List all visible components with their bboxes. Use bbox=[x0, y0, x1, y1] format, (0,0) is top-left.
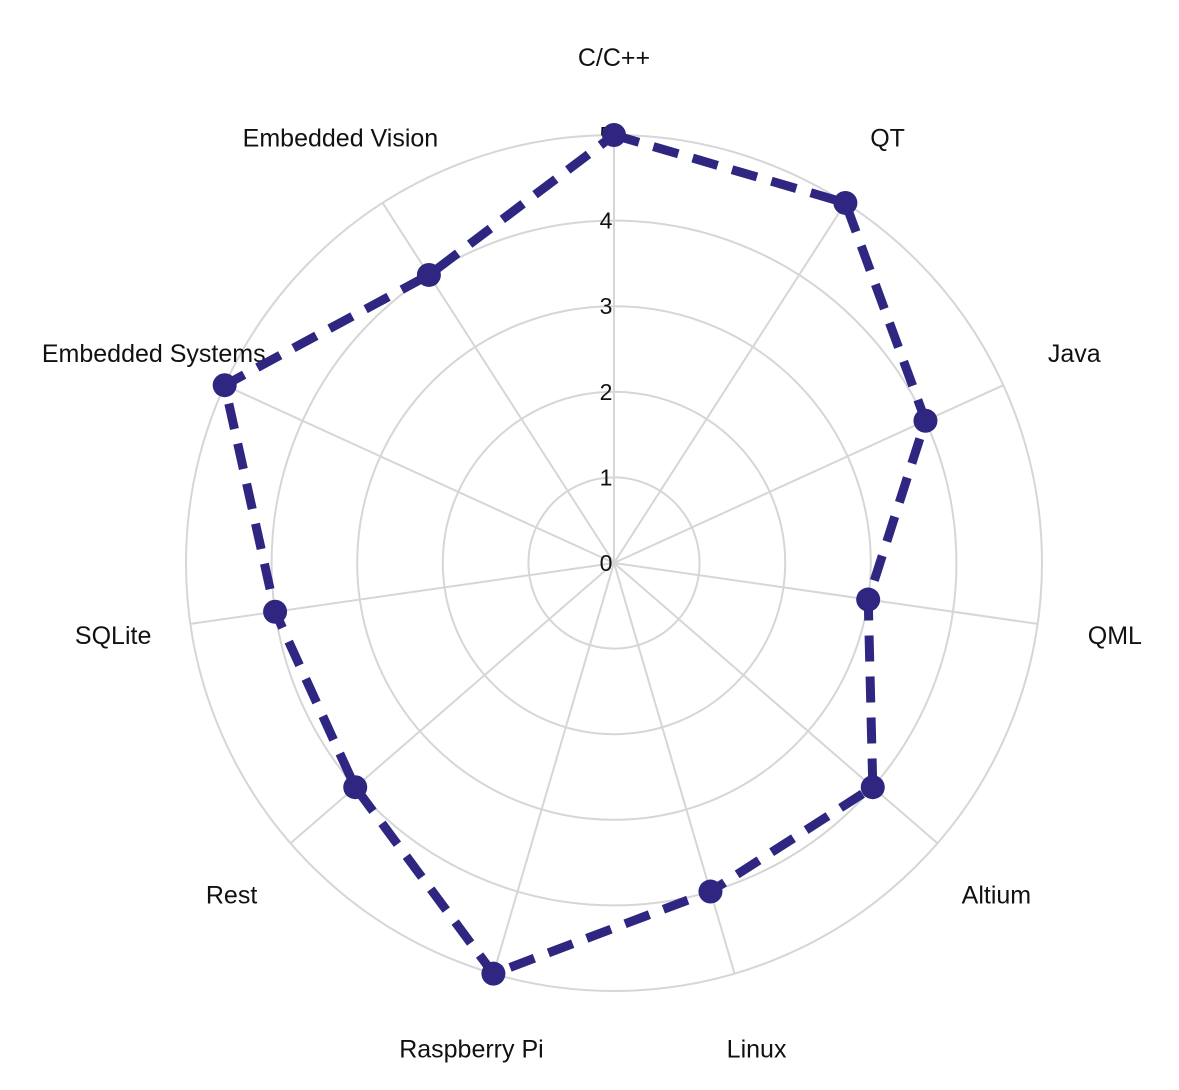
category-label: Java bbox=[1048, 340, 1101, 368]
tick-label: 4 bbox=[600, 208, 613, 234]
spoke-line bbox=[613, 562, 736, 974]
spoke-line bbox=[381, 202, 615, 564]
tick-label: 0 bbox=[600, 550, 613, 576]
tick-labels: 012345 bbox=[600, 122, 613, 576]
spoke-line bbox=[613, 562, 1038, 625]
data-point bbox=[856, 587, 881, 612]
data-point bbox=[343, 775, 368, 800]
category-label: SQLite bbox=[75, 622, 151, 650]
data-point bbox=[263, 599, 288, 624]
data-point bbox=[212, 373, 237, 398]
spoke-line bbox=[613, 202, 847, 564]
category-label: Altium bbox=[962, 881, 1031, 909]
series-layer bbox=[212, 123, 938, 986]
category-label: Embedded Vision bbox=[243, 124, 439, 152]
data-point bbox=[698, 879, 723, 904]
category-label: QML bbox=[1088, 622, 1142, 650]
category-label: C/C++ bbox=[578, 44, 650, 72]
spoke-layer bbox=[190, 135, 1038, 974]
category-label: Embedded Systems bbox=[42, 340, 266, 368]
category-label: Linux bbox=[727, 1036, 787, 1064]
series-line bbox=[220, 130, 930, 979]
category-label: Rest bbox=[206, 881, 257, 909]
tick-label: 3 bbox=[600, 293, 613, 319]
spoke-line bbox=[224, 384, 615, 564]
category-label: QT bbox=[870, 124, 905, 152]
spoke-line bbox=[190, 562, 615, 625]
data-point bbox=[860, 775, 885, 800]
data-point bbox=[913, 408, 938, 433]
spoke-line bbox=[492, 562, 615, 974]
data-point bbox=[602, 123, 626, 147]
spoke-line bbox=[613, 562, 939, 845]
spoke-line bbox=[289, 562, 615, 845]
category-label: Raspberry Pi bbox=[399, 1036, 544, 1064]
spoke-line bbox=[613, 384, 1004, 564]
tick-label: 2 bbox=[600, 379, 613, 405]
category-labels: C/C++ QT Java QML Altium Linux Raspberry Pi Res… bbox=[42, 44, 1142, 1064]
data-point bbox=[416, 262, 441, 287]
data-point bbox=[481, 961, 506, 986]
data-point bbox=[833, 190, 858, 215]
tick-label: 1 bbox=[600, 464, 613, 490]
